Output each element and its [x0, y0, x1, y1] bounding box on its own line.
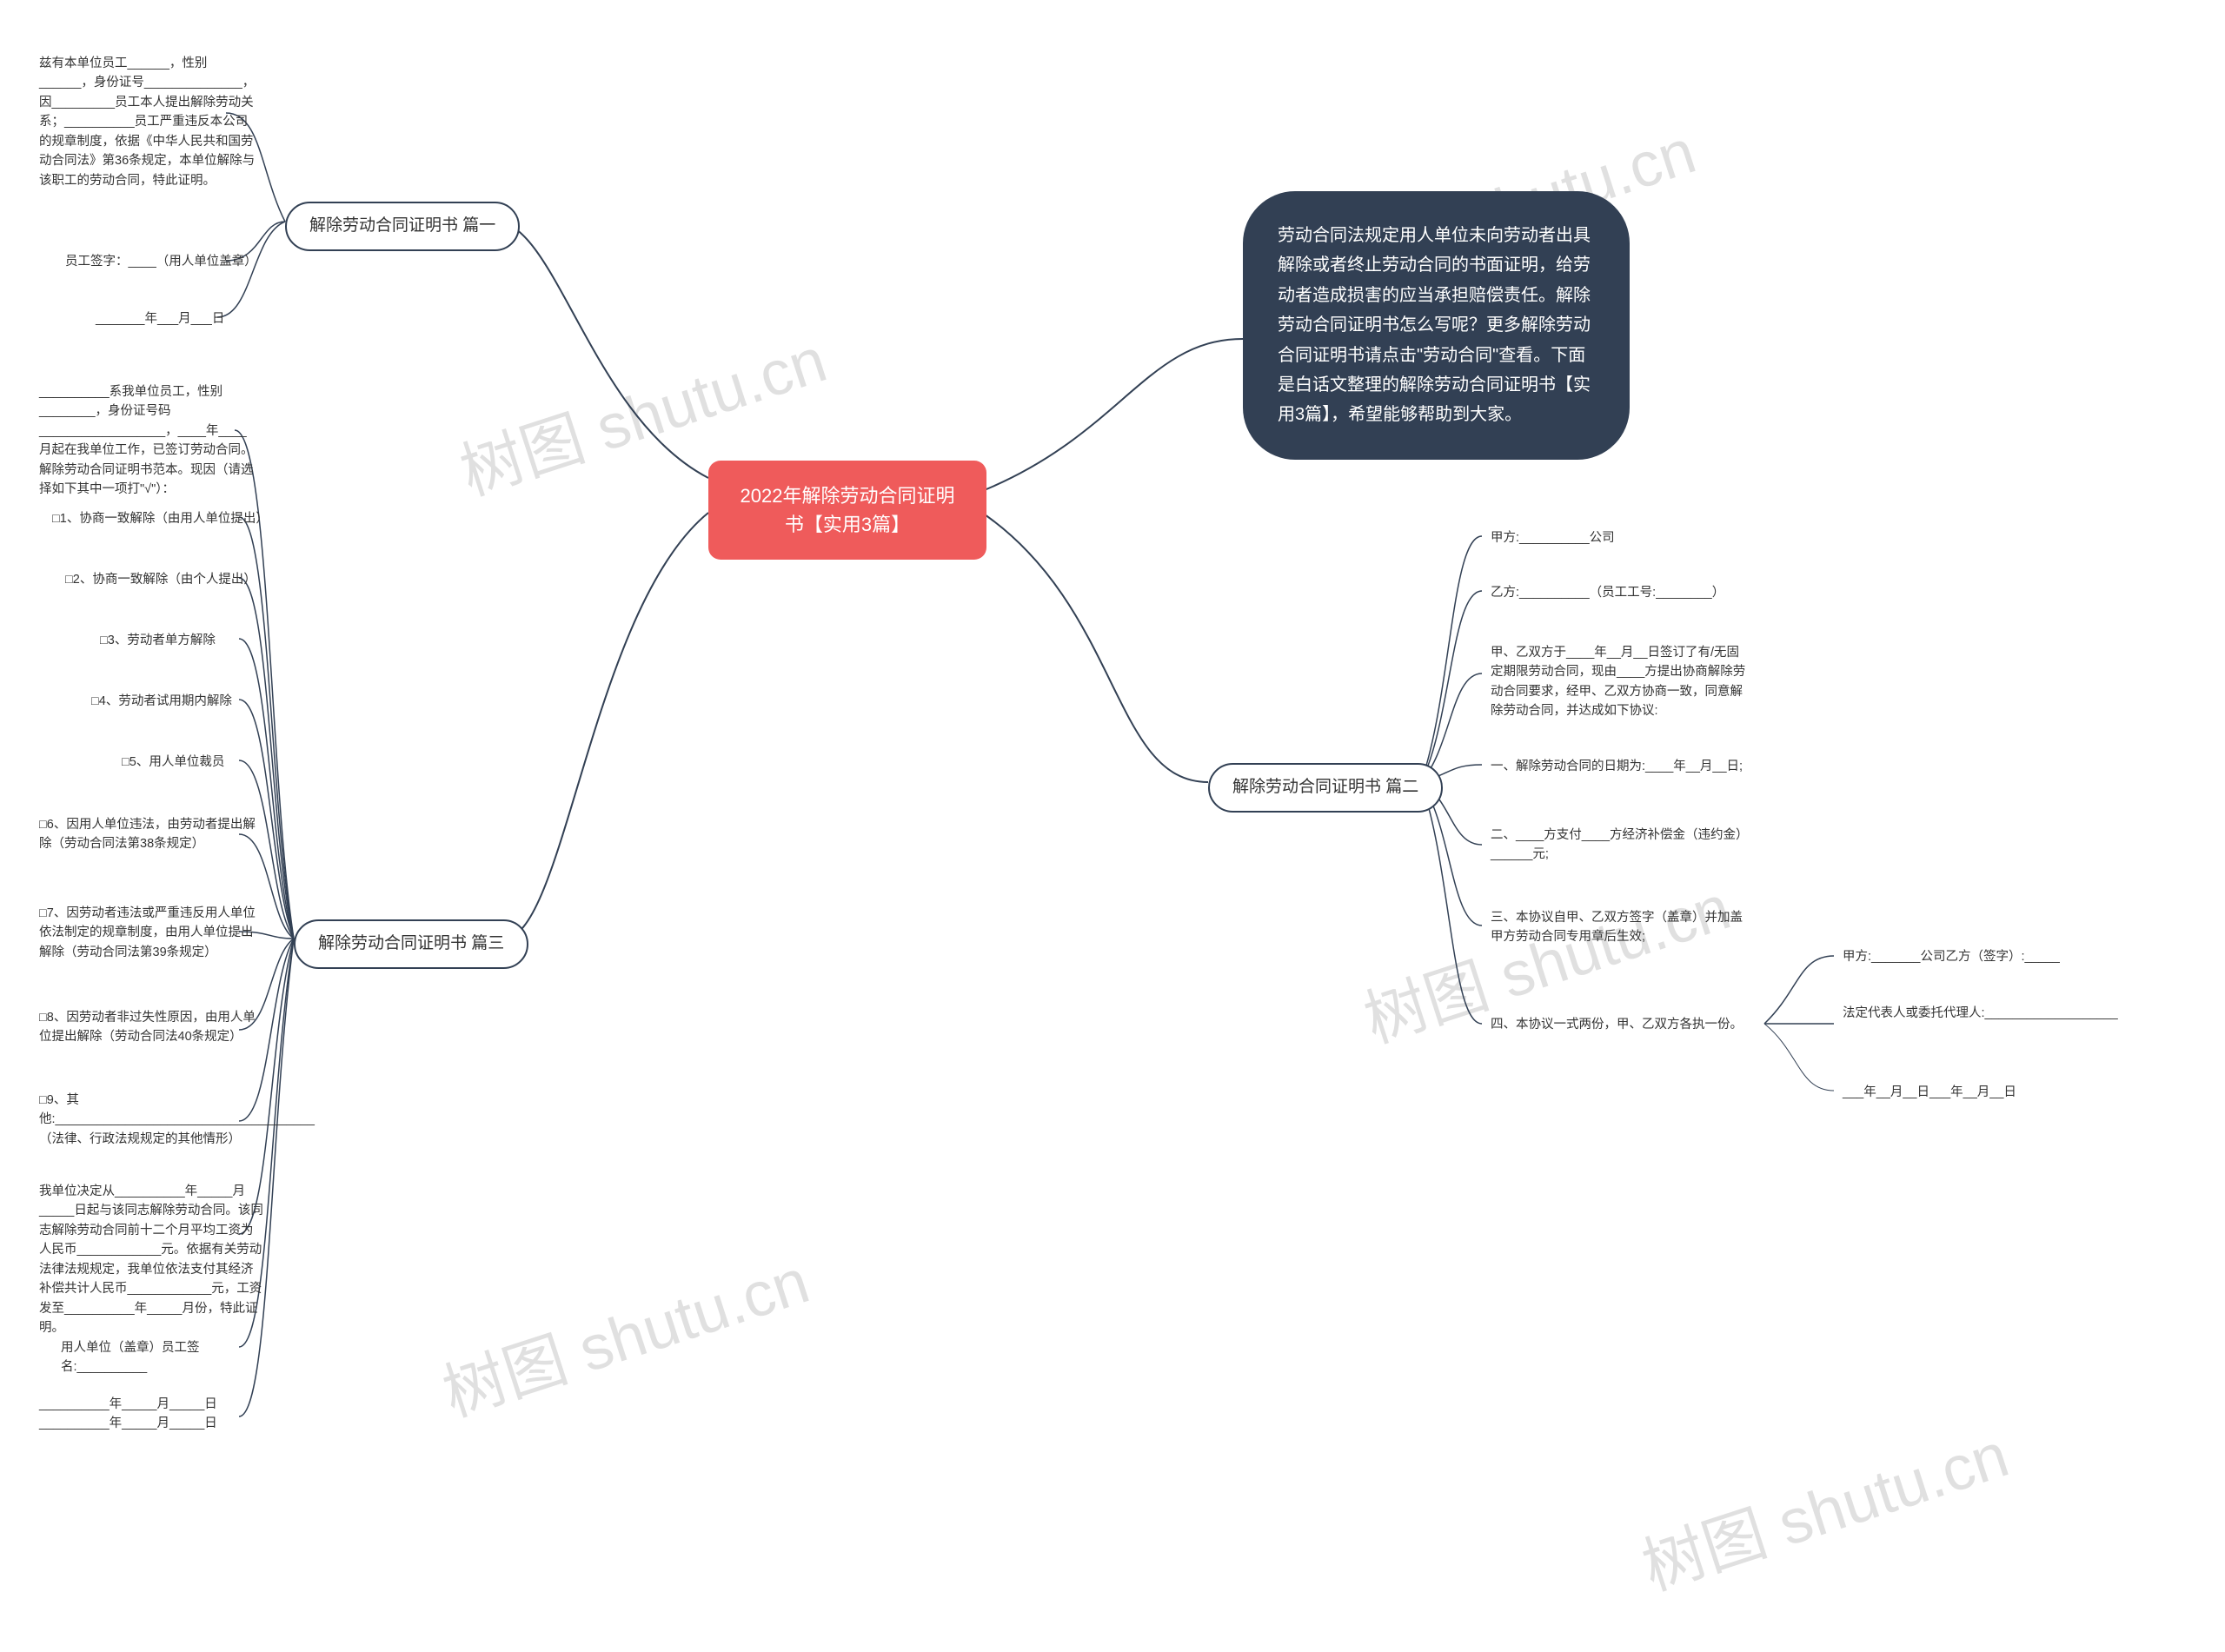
b3-leaf: □8、因劳动者非过失性原因，由用人单位提出解除（劳动合同法40条规定） — [39, 1008, 265, 1047]
b3-leaf: □9、其他:__________________________________… — [39, 1091, 265, 1149]
b2-leaf: 乙方:__________（员工工号:________） — [1491, 583, 1769, 602]
b2-leaf: 二、____方支付____方经济补偿金（违约金）______元; — [1491, 826, 1751, 865]
b3-leaf: □7、因劳动者违法或严重违反用人单位依法制定的规章制度，由用人单位提出解除（劳动… — [39, 904, 265, 962]
branch-1: 解除劳动合同证明书 篇一 — [285, 202, 520, 251]
b2-leaf: 甲、乙双方于____年__月__日签订了有/无固定期限劳动合同，现由____方提… — [1491, 643, 1751, 721]
b3-leaf: 我单位决定从__________年_____月_____日起与该同志解除劳动合同… — [39, 1182, 265, 1338]
b3-leaf: __________系我单位员工，性别________，身份证号码_______… — [39, 382, 256, 500]
branch-2: 解除劳动合同证明书 篇二 — [1208, 763, 1443, 813]
b3-leaf: □6、因用人单位违法，由劳动者提出解除（劳动合同法第38条规定） — [39, 815, 265, 854]
b1-leaf: _______年___月___日 — [96, 309, 269, 328]
branch-3: 解除劳动合同证明书 篇三 — [294, 919, 528, 969]
b2-sub: 甲方:_______公司乙方（签字）:_____ — [1843, 947, 2103, 966]
b3-leaf: □4、劳动者试用期内解除 — [91, 692, 274, 711]
b1-leaf: 员工签字：____（用人单位盖章） — [65, 252, 256, 271]
watermark: 树图 shutu.cn — [429, 1230, 818, 1434]
b3-leaf: 用人单位（盖章）员工签名:__________ — [61, 1338, 269, 1377]
b2-sub: ___年__月__日___年__月__日 — [1843, 1083, 2103, 1102]
b2-sub: 法定代表人或委托代理人:___________________ — [1843, 1004, 2173, 1023]
b3-leaf: □5、用人单位裁员 — [122, 753, 274, 772]
b1-leaf: 兹有本单位员工______，性别______，身份证号_____________… — [39, 54, 256, 190]
center-node: 2022年解除劳动合同证明书【实用3篇】 — [708, 461, 986, 560]
b3-leaf: □2、协商一致解除（由个人提出） — [65, 570, 269, 589]
b3-leaf: __________年_____月_____日__________年_____月… — [39, 1395, 265, 1434]
intro-node: 劳动合同法规定用人单位未向劳动者出具解除或者终止劳动合同的书面证明，给劳动者造成… — [1243, 191, 1630, 460]
b3-leaf: □3、劳动者单方解除 — [100, 631, 274, 650]
watermark: 树图 shutu.cn — [1629, 1403, 2017, 1608]
b3-leaf: □1、协商一致解除（由用人单位提出） — [52, 509, 269, 528]
b2-leaf: 甲方:__________公司 — [1491, 528, 1769, 547]
b2-leaf: 四、本协议一式两份，甲、乙双方各执一份。 — [1491, 1015, 1769, 1034]
b2-leaf: 三、本协议自甲、乙双方签字（盖章）并加盖甲方劳动合同专用章后生效; — [1491, 908, 1751, 947]
b2-leaf: 一、解除劳动合同的日期为:____年__月__日; — [1491, 757, 1769, 776]
